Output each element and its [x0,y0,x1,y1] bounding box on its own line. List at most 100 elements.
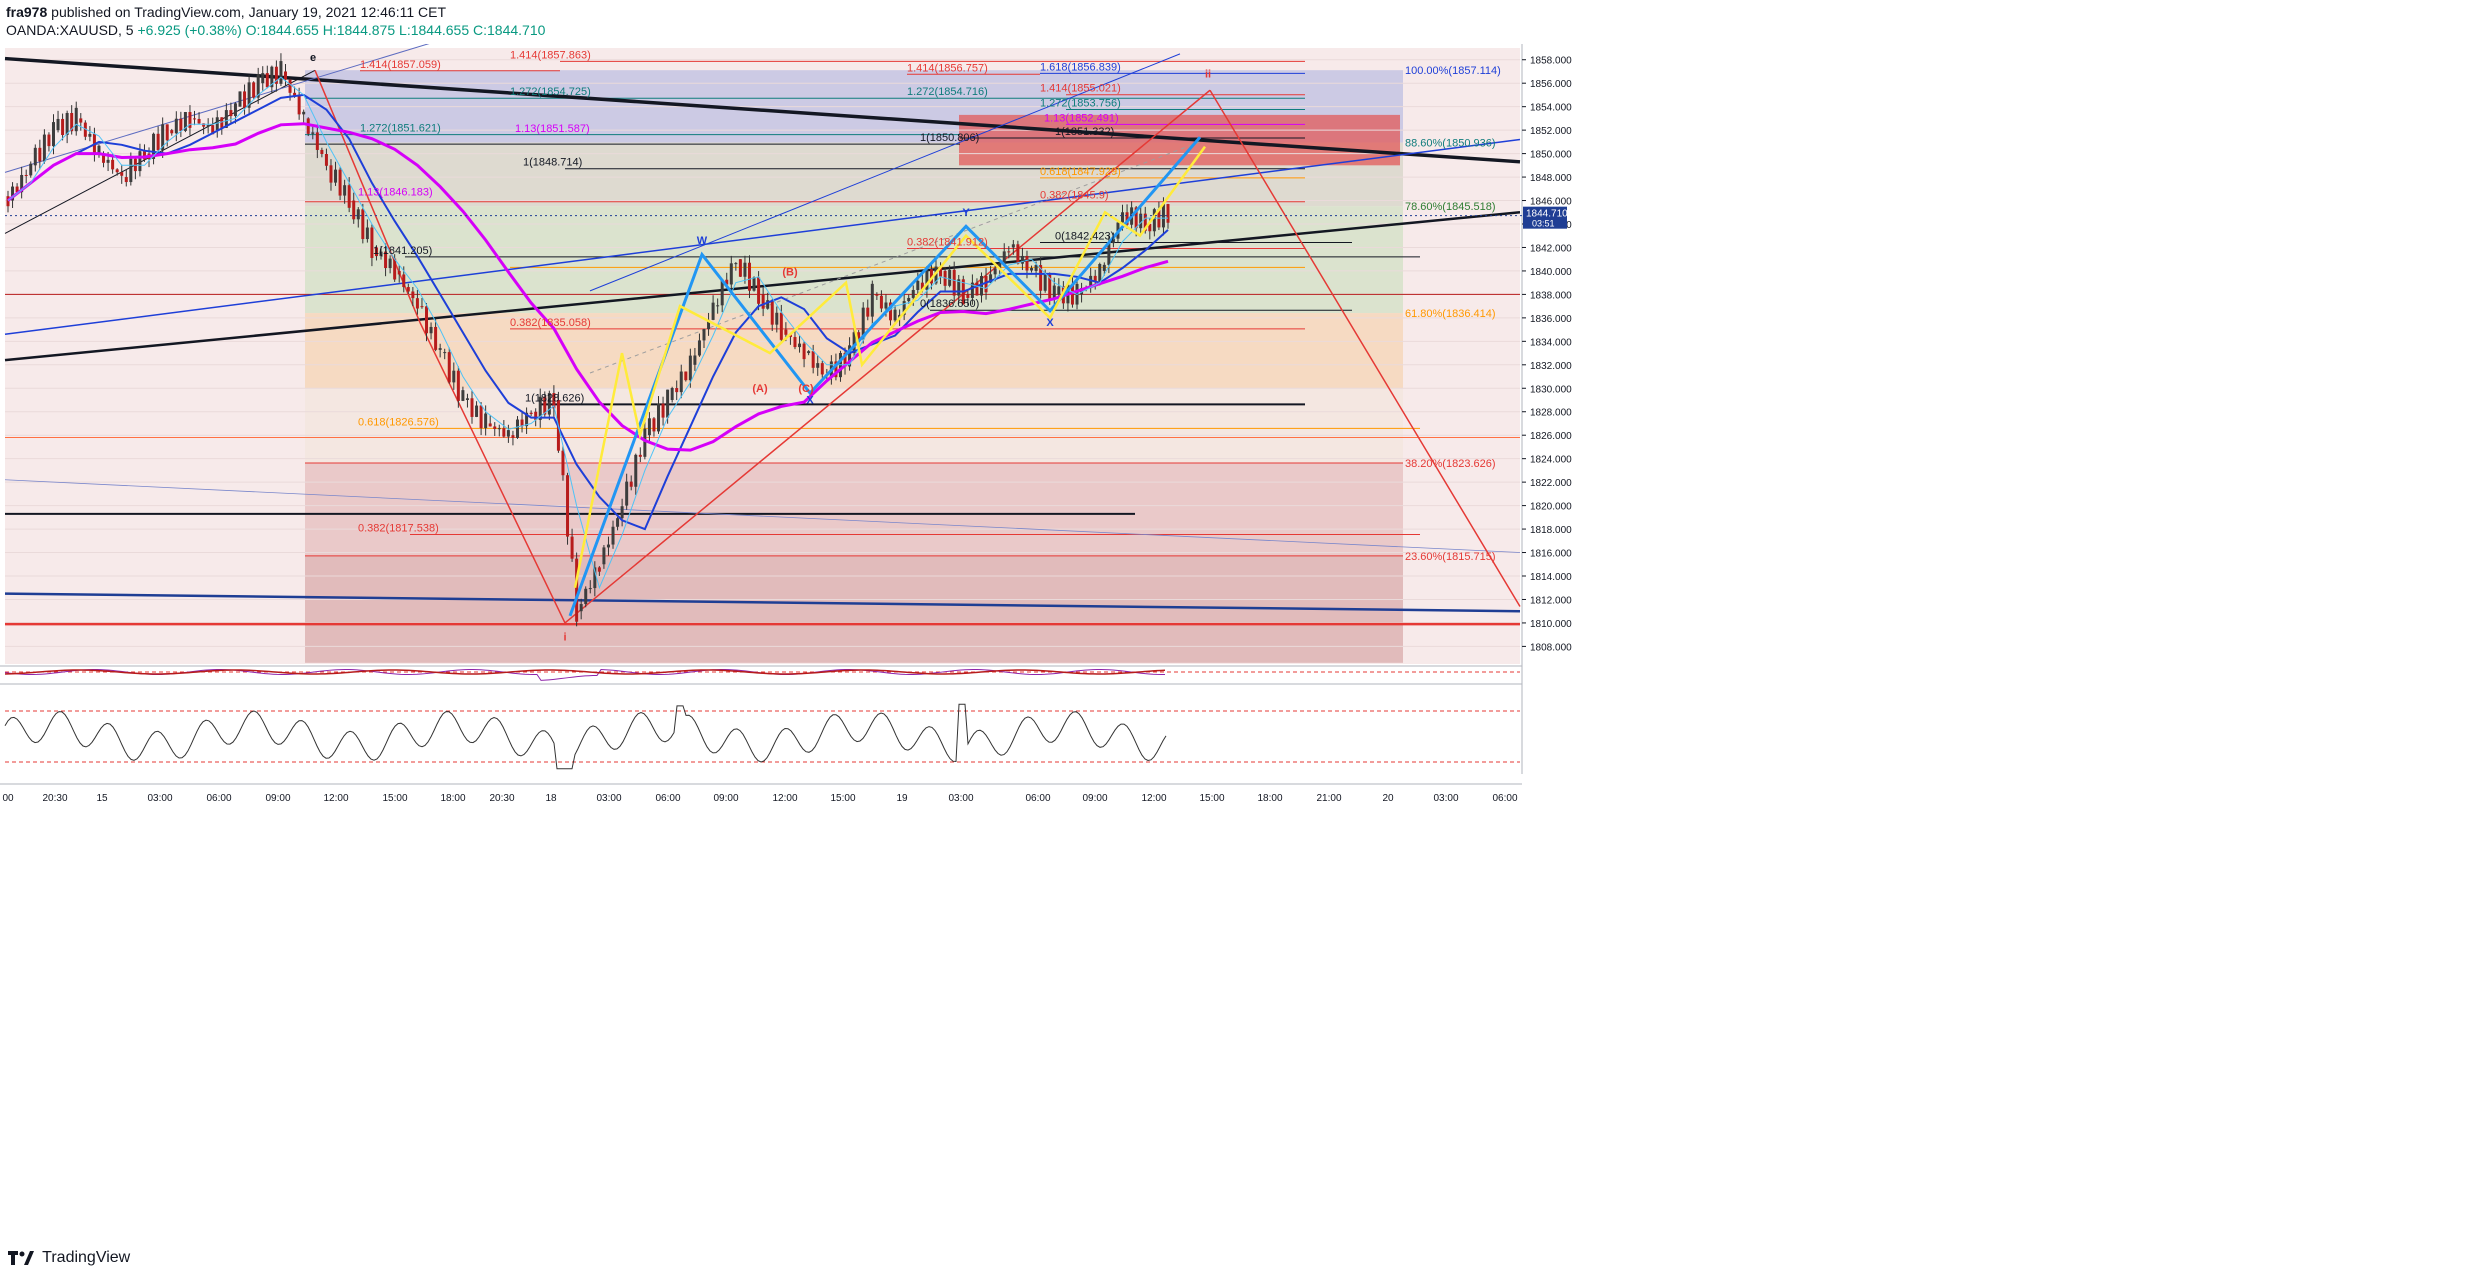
candle-body [939,266,943,277]
candle-body [747,262,751,291]
price-tick-label: 1840.000 [1530,267,1572,278]
time-tick-label: 15 [96,793,108,804]
change-label: +6.925 (+0.38%) [137,22,242,38]
candle-body [925,269,929,290]
candle-body [547,393,551,415]
candle-body [538,396,542,420]
candle-body [6,196,10,207]
trend-line[interactable] [4,479,1521,553]
time-tick-label: 09:00 [713,793,738,804]
fib-label: 1.13(1851.587) [515,123,590,135]
candle-body [611,526,615,545]
price-tick-label: 1852.000 [1530,126,1572,137]
candle-body [1143,213,1147,231]
chart-header: fra978 published on TradingView.com, Jan… [0,0,2468,44]
candle-body [70,112,74,132]
candle-body [1139,213,1143,229]
wave-pattern-blue[interactable] [568,136,1202,617]
tradingview-brand[interactable]: TradingView [8,1249,130,1267]
candle-body [670,388,674,400]
time-tick-label: 15:00 [830,793,855,804]
candle-body [679,371,683,393]
trend-line[interactable] [4,44,430,173]
candle-body [1011,244,1015,248]
wave-label: e [310,52,316,64]
trend-line[interactable] [4,211,1521,362]
fib-label: 1.13(1846.183) [358,186,433,198]
candle-body [948,269,952,286]
candle-body [1125,212,1129,225]
candle-body [402,274,406,288]
fib-label: 1.414(1857.863) [510,49,591,61]
price-tick-label: 1838.000 [1530,290,1572,301]
candle-body [188,112,192,128]
last-price-label: 1844.710 [1526,209,1568,220]
trend-line[interactable] [1209,89,1521,607]
price-tick-label: 1812.000 [1530,595,1572,606]
price-tick-label: 1858.000 [1530,56,1572,67]
candle-body [566,475,570,537]
candle-body [261,73,265,84]
fib-zone [305,388,1403,464]
candle-body [170,130,174,134]
osc1-signal-line [4,669,1166,675]
candle-body [238,91,242,107]
ma-short-line [7,76,1168,590]
candle-body [870,283,874,317]
wave-label: ii [1205,68,1211,80]
candle-body [124,177,128,183]
trend-line[interactable] [4,138,1521,336]
candle-body [843,353,847,367]
price-tick-label: 1818.000 [1530,525,1572,536]
candle-body [11,186,15,201]
candle-body [1089,275,1093,289]
candle-body [879,295,883,309]
candle-body [520,419,524,427]
candle-body [302,111,306,115]
candle-body [311,132,315,134]
price-tick-label: 1824.000 [1530,455,1572,466]
candle-body [111,159,115,170]
candle-body [252,82,256,98]
wave-pattern-yellow[interactable] [573,145,1207,588]
candle-body [725,279,729,285]
candle-body [361,209,365,240]
candle-body [802,343,806,360]
candle-body [97,145,101,154]
candle-body [784,329,788,335]
candle-body [766,300,770,309]
candle-body [993,268,997,275]
candle-body [688,355,692,381]
candle-body [907,297,911,302]
candle-body [743,262,747,277]
candle-body [720,279,724,306]
price-tick-label: 1828.000 [1530,408,1572,419]
fib-label: 1.272(1854.725) [510,86,591,98]
candle-body [779,312,783,340]
price-tick-label: 1822.000 [1530,478,1572,489]
candle-body [1148,224,1152,232]
candle-body [429,326,433,334]
price-chart[interactable]: 1.414(1857.059) 1.414(1857.863) 1.414(1856… [0,44,2468,1243]
candle-body [42,134,46,162]
close-label: C:1844.710 [473,22,546,38]
time-tick-label: 00 [2,793,14,804]
candle-body [452,370,456,383]
candle-body [911,289,915,298]
publisher-name[interactable]: fra978 [6,4,48,20]
fib-label: 1.13(1852.491) [1044,112,1119,124]
candle-body [616,518,620,527]
candle-body [1016,244,1020,264]
candle-body [38,147,42,162]
candle-body [356,209,360,220]
trend-line[interactable] [589,53,1181,292]
candle-body [411,291,415,299]
open-label: O:1844.655 [245,22,319,38]
candle-body [488,423,492,427]
trend-line[interactable] [4,592,1521,613]
candle-body [602,547,606,565]
candle-body [465,398,469,400]
wave-label: (B) [782,267,798,279]
trend-line[interactable] [419,322,566,624]
fib-label: 1(1850.806) [920,132,979,144]
